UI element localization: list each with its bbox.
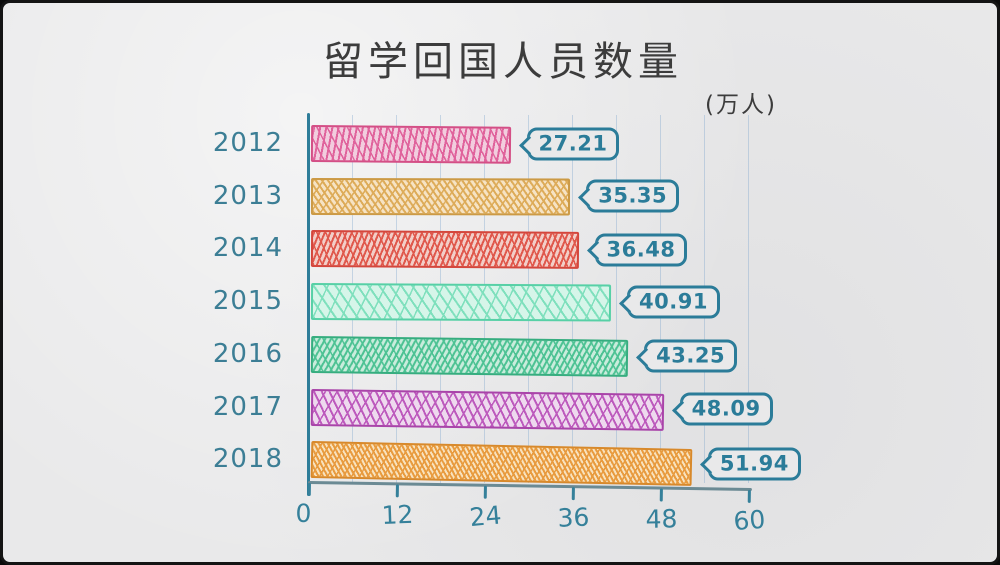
value-label: 27.21 — [538, 131, 608, 156]
gridline — [616, 115, 617, 483]
value-label: 48.09 — [691, 396, 761, 421]
x-tick-24 — [483, 485, 487, 499]
value-label: 35.35 — [598, 183, 668, 208]
x-tick-label-48: 48 — [645, 504, 678, 534]
x-tick-label-0: 0 — [295, 498, 312, 529]
x-axis: 0 12 24 36 48 60 — [295, 481, 766, 548]
x-tick-60 — [747, 489, 751, 503]
x-tick-12 — [395, 484, 399, 498]
bar-2014 — [310, 230, 579, 270]
bubble-pointer-icon — [671, 400, 692, 421]
unit-label: (万人) — [705, 92, 777, 118]
year-label-2013: 2013 — [212, 180, 283, 211]
bubble-pointer-icon — [619, 293, 639, 314]
bubble-pointer-icon — [636, 347, 657, 368]
year-label-2016: 2016 — [212, 338, 283, 369]
value-bubble-2017: 48.09 — [671, 392, 773, 426]
bubble-pointer-icon — [578, 187, 599, 208]
year-label-2012: 2012 — [212, 128, 283, 158]
x-tick-48 — [659, 488, 663, 502]
x-tick-label-12: 12 — [381, 499, 414, 530]
value-label: 36.48 — [606, 237, 676, 262]
x-tick-label-36: 36 — [557, 502, 590, 533]
value-label: 51.94 — [719, 451, 789, 475]
year-label-2017: 2017 — [212, 391, 283, 422]
value-bubble-2015: 40.91 — [619, 285, 720, 319]
bar-2013 — [310, 177, 571, 216]
bar-2017 — [310, 388, 664, 431]
value-bubble-2016: 43.25 — [636, 339, 738, 373]
bubble-pointer-icon — [586, 240, 607, 261]
bar-2018 — [310, 441, 693, 487]
year-label-2015: 2015 — [212, 286, 283, 317]
value-label: 43.25 — [656, 343, 726, 368]
x-tick-36 — [571, 487, 575, 501]
value-bubble-2018: 51.94 — [699, 447, 801, 480]
bubble-pointer-icon — [518, 135, 539, 156]
value-label: 40.91 — [639, 289, 708, 314]
year-label-2018: 2018 — [212, 444, 283, 475]
gridline — [748, 115, 749, 483]
chart-title: 留学回国人员数量 — [323, 39, 683, 85]
y-axis-line — [307, 113, 310, 496]
x-tick-label-60: 60 — [732, 504, 767, 537]
bar-2016 — [310, 335, 629, 377]
value-bubble-2012: 27.21 — [518, 127, 620, 161]
bar-rows: 2012 27.21 2013 35.35 2014 36.48 2015 40.91 2016… — [3, 116, 997, 487]
value-bubble-2014: 36.48 — [586, 233, 688, 267]
bubble-pointer-icon — [699, 454, 720, 475]
bar-2012 — [310, 125, 511, 164]
year-label-2014: 2014 — [212, 233, 283, 264]
x-tick-label-24: 24 — [468, 500, 503, 533]
value-bubble-2013: 35.35 — [578, 179, 680, 213]
bar-2015 — [310, 283, 612, 322]
